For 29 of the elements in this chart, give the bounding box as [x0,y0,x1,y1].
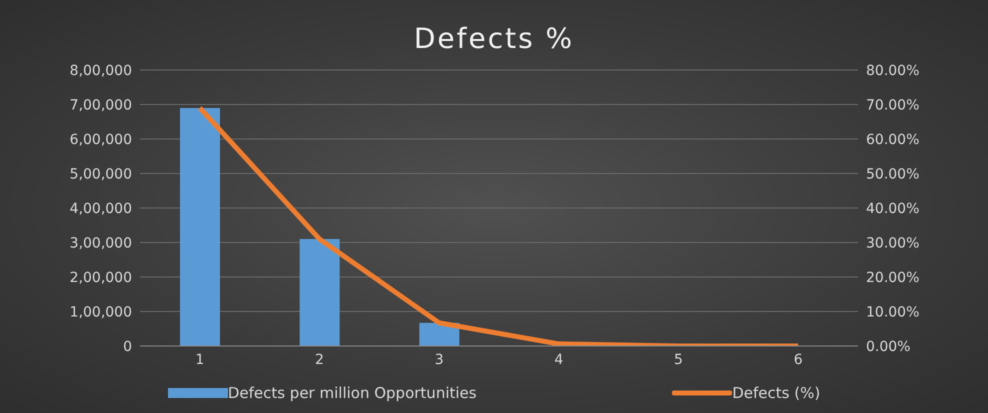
y-tick-label: 8,00,000 [70,62,132,79]
y-tick-label: 7,00,000 [70,97,132,114]
legend-label: Defects per million Opportunities [228,384,477,402]
bar [300,239,340,346]
x-tick-label: 2 [315,352,324,368]
y2-tick-label: 60.00% [866,132,920,148]
y2-tick-label: 40.00% [866,200,920,217]
y2-tick-label: 10.00% [866,304,920,320]
bar [180,108,220,346]
y-tick-label: 4,00,000 [70,200,132,217]
x-tick-label: 6 [794,352,803,368]
y-tick-label: 0 [123,338,132,355]
y2-tick-label: 70.00% [866,97,920,114]
y2-tick-label: 80.00% [866,62,920,79]
y-tick-label: 2,00,000 [70,270,132,286]
y-tick-label: 5,00,000 [70,166,132,182]
y2-tick-label: 30.00% [866,235,920,252]
x-tick-label: 1 [195,352,204,368]
x-tick-label: 5 [674,352,683,368]
y2-tick-label: 50.00% [866,166,920,182]
x-tick-label: 3 [434,352,444,368]
y-tick-label: 3,00,000 [70,235,132,252]
y-tick-label: 6,00,000 [70,132,132,148]
x-tick-label: 4 [554,352,564,368]
y2-tick-label: 20.00% [866,270,920,286]
legend-label: Defects (%) [732,384,820,402]
y2-tick-label: 0.00% [866,338,910,355]
chart-title: Defects % [412,21,576,57]
y-tick-label: 1,00,000 [70,304,132,320]
